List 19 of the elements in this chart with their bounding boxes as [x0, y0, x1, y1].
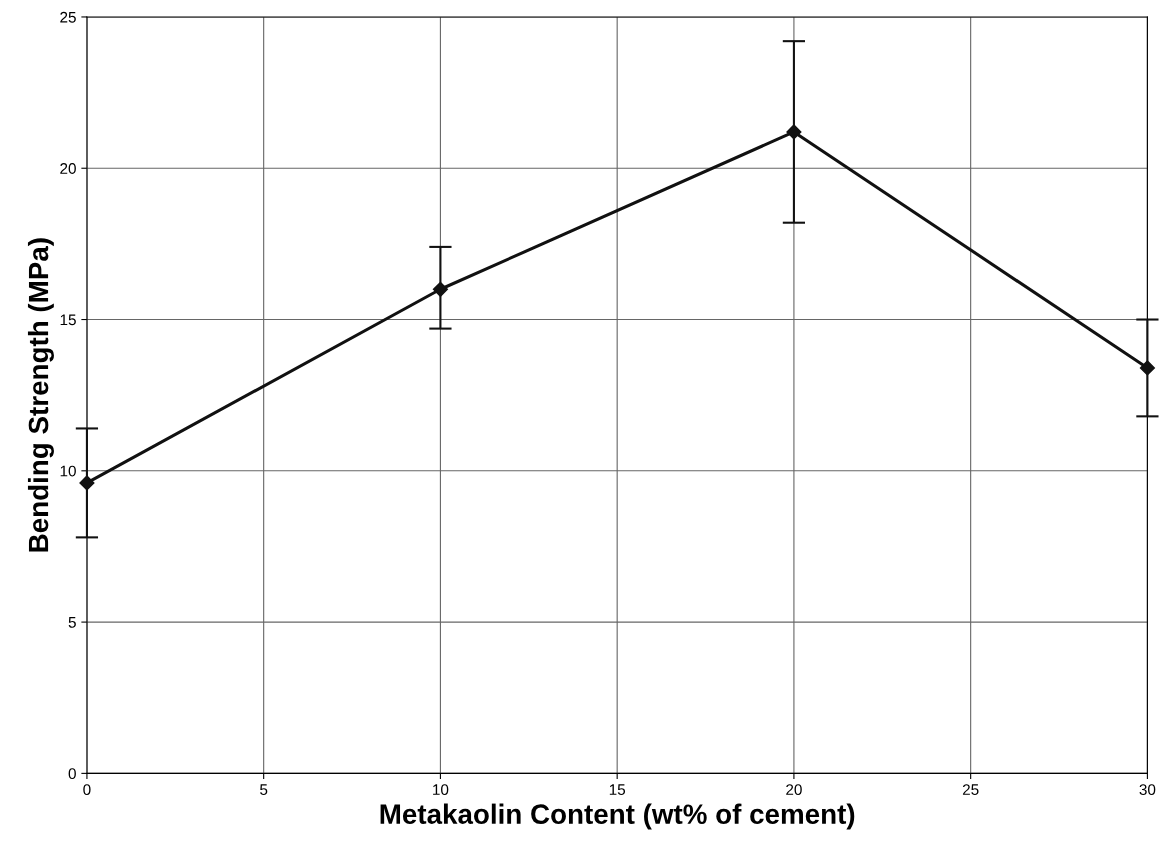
x-tick-label: 15: [609, 784, 626, 796]
y-tick-label: 20: [60, 163, 76, 174]
x-tick-label: 30: [1139, 784, 1156, 796]
point: [786, 124, 802, 140]
y-axis-title: Bending Strength (MPa): [27, 238, 54, 552]
x-tick-label: 20: [786, 784, 802, 796]
x-tick-label: 5: [260, 784, 268, 796]
y-tick-label: 15: [60, 314, 76, 326]
x-tick-label: 10: [433, 784, 449, 796]
y-tick-label: 0: [68, 768, 76, 780]
point: [79, 475, 95, 491]
x-axis-title: Metakaolin Content (wt% of cement): [380, 803, 855, 830]
y-tick-label: 5: [68, 617, 76, 628]
y-tick-label: 10: [60, 465, 76, 477]
point: [1139, 360, 1155, 376]
y-tick-label: 25: [60, 11, 76, 23]
point: [432, 281, 448, 297]
x-tick-label: 25: [962, 784, 979, 796]
x-tick-label: 0: [83, 784, 91, 796]
